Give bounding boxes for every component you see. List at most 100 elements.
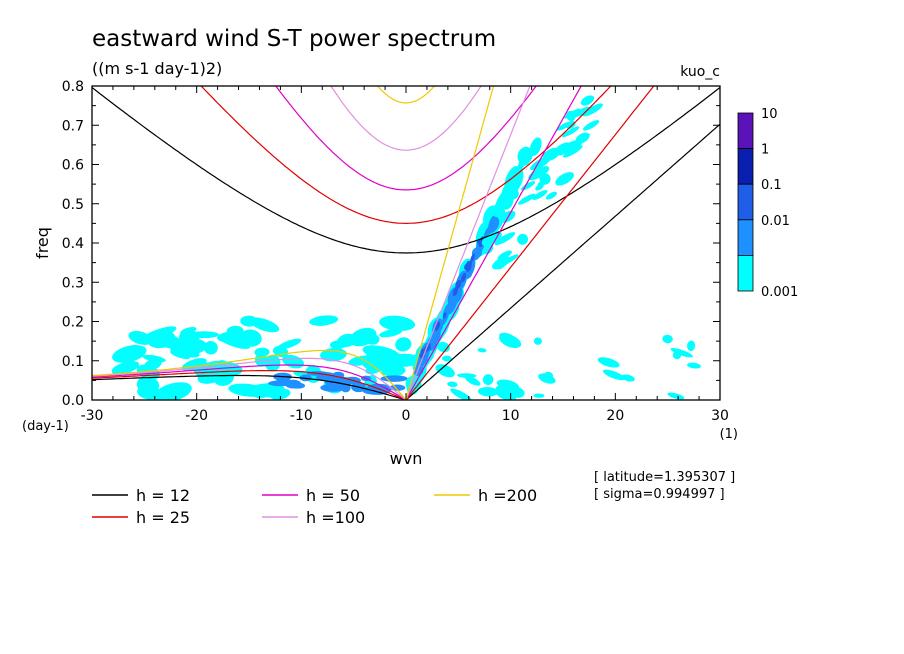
kelvin-curve-h200: [405, 86, 495, 400]
spectrum-patch: [555, 172, 574, 186]
spectrum-patch: [687, 362, 701, 369]
y-tick-label: 0.8: [62, 79, 84, 95]
colorbar-swatch: [737, 183, 754, 221]
rossby-curve-h25: [92, 370, 407, 400]
x-tick-label: -20: [185, 408, 208, 424]
spectrum-patch: [499, 210, 516, 223]
spectrum-patch: [562, 145, 583, 158]
spectrum-patch: [537, 179, 547, 187]
kelvin-curve-h100: [405, 86, 531, 400]
spectrum-patch: [136, 376, 160, 394]
spectrum-patch: [456, 373, 477, 378]
x-tick-label: -10: [290, 408, 313, 424]
y-tick-label: 0.5: [62, 197, 84, 213]
spectrum-patch: [147, 330, 176, 349]
rossby-curve-h50: [92, 364, 407, 400]
spectrum-patch: [509, 168, 524, 192]
spectrum-patch: [435, 364, 455, 378]
inertia-gravity-curve-h100: [330, 86, 482, 151]
spectrum-patch: [488, 216, 500, 232]
spectrum-patch: [465, 265, 471, 271]
spectrum-patch: [580, 95, 595, 106]
spectrum-patch: [112, 344, 147, 363]
colorbar-label: 10: [761, 107, 778, 122]
colorbar-swatch: [737, 148, 754, 185]
legend-label-h12: h = 12: [136, 486, 190, 505]
spectrum-patch: [533, 337, 542, 345]
case-label: kuo_c: [680, 64, 720, 80]
spectrum-patch: [562, 126, 580, 138]
spectrum-patch: [464, 375, 481, 386]
dispersion-curves: [92, 86, 720, 400]
spectrum-patch: [309, 315, 339, 326]
y-unit-label: (day-1): [22, 419, 69, 434]
spectrum-patch: [545, 191, 557, 200]
spectrum-patch: [226, 325, 244, 336]
colorbar-label: 0.001: [761, 285, 798, 300]
spectrum-patch: [529, 137, 542, 156]
spectrum-patch: [368, 347, 384, 356]
spectrum-patch: [557, 121, 572, 131]
spectrum-patch: [437, 341, 450, 353]
spectrum-patch: [687, 340, 696, 352]
spectrum-patch: [602, 369, 625, 381]
spectrum-patch: [481, 231, 502, 246]
spectrum-patch: [349, 327, 377, 347]
spectrum-patch: [217, 331, 251, 344]
spectrum-patch: [499, 333, 522, 349]
spectrum-patch: [170, 338, 207, 356]
kelvin-curve-h12: [405, 123, 720, 400]
spectrum-patch: [517, 233, 529, 245]
spectrum-patch: [197, 370, 224, 384]
spectrum-patch: [265, 354, 281, 372]
legend-label-h100: h =100: [306, 508, 365, 527]
rossby-curve-h100: [92, 357, 407, 400]
spectrum-patch: [670, 347, 693, 358]
spectrum-patch: [573, 106, 590, 118]
sigma-annotation: [ sigma=0.994997 ]: [594, 487, 725, 502]
spectrum-patch: [517, 193, 536, 205]
rossby-curve-h200: [92, 349, 407, 400]
x-unit-label: (1): [720, 427, 738, 442]
spectrum-patch: [321, 372, 336, 381]
y-tick-label: 0.0: [62, 393, 84, 409]
spectrum-patch: [597, 357, 620, 368]
spectrum-patch: [561, 140, 580, 153]
spectrum-patch: [492, 256, 511, 270]
spectrum-patch: [470, 253, 475, 263]
spectrum-patch: [662, 334, 673, 344]
colorbar-label: 0.1: [761, 178, 782, 193]
y-tick-label: 0.4: [62, 236, 84, 252]
x-tick-label: 20: [606, 408, 624, 424]
spectrum-patch: [283, 381, 301, 386]
spectrum-patch: [452, 287, 459, 296]
inertia-gravity-curve-h50: [275, 86, 537, 191]
colorbar-label: 0.01: [761, 214, 790, 229]
spectrum-patch: [447, 381, 458, 388]
chart-title: eastward wind S-T power spectrum: [92, 26, 496, 52]
spectrum-patch: [379, 328, 403, 338]
spectrum-patch: [111, 361, 140, 375]
spectrum-patch: [477, 348, 487, 353]
spectrum-patch: [532, 190, 548, 200]
spectrum-patch: [667, 392, 685, 400]
x-tick-label: 10: [502, 408, 520, 424]
inertia-gravity-curve-h25: [200, 86, 612, 225]
spectrum-patch: [434, 321, 441, 331]
colorbar-swatch: [737, 219, 754, 256]
latitude-annotation: [ latitude=1.395307 ]: [594, 470, 735, 485]
inertia-gravity-curve-h200: [376, 86, 436, 104]
spectrum-patch: [494, 232, 516, 246]
spectrum-patch: [425, 343, 431, 352]
kelvin-curve-h50: [405, 86, 582, 400]
spectrum-patch: [455, 279, 462, 289]
spectrum-patch: [442, 312, 447, 319]
spectrum-patch: [128, 330, 153, 345]
spectrum-patch: [249, 317, 280, 333]
kelvin-curve-h25: [405, 86, 655, 400]
y-tick-label: 0.6: [62, 158, 84, 174]
y-tick-label: 0.3: [62, 275, 84, 291]
y-tick-label: 0.1: [62, 354, 84, 370]
spectrum-patch: [204, 341, 218, 355]
